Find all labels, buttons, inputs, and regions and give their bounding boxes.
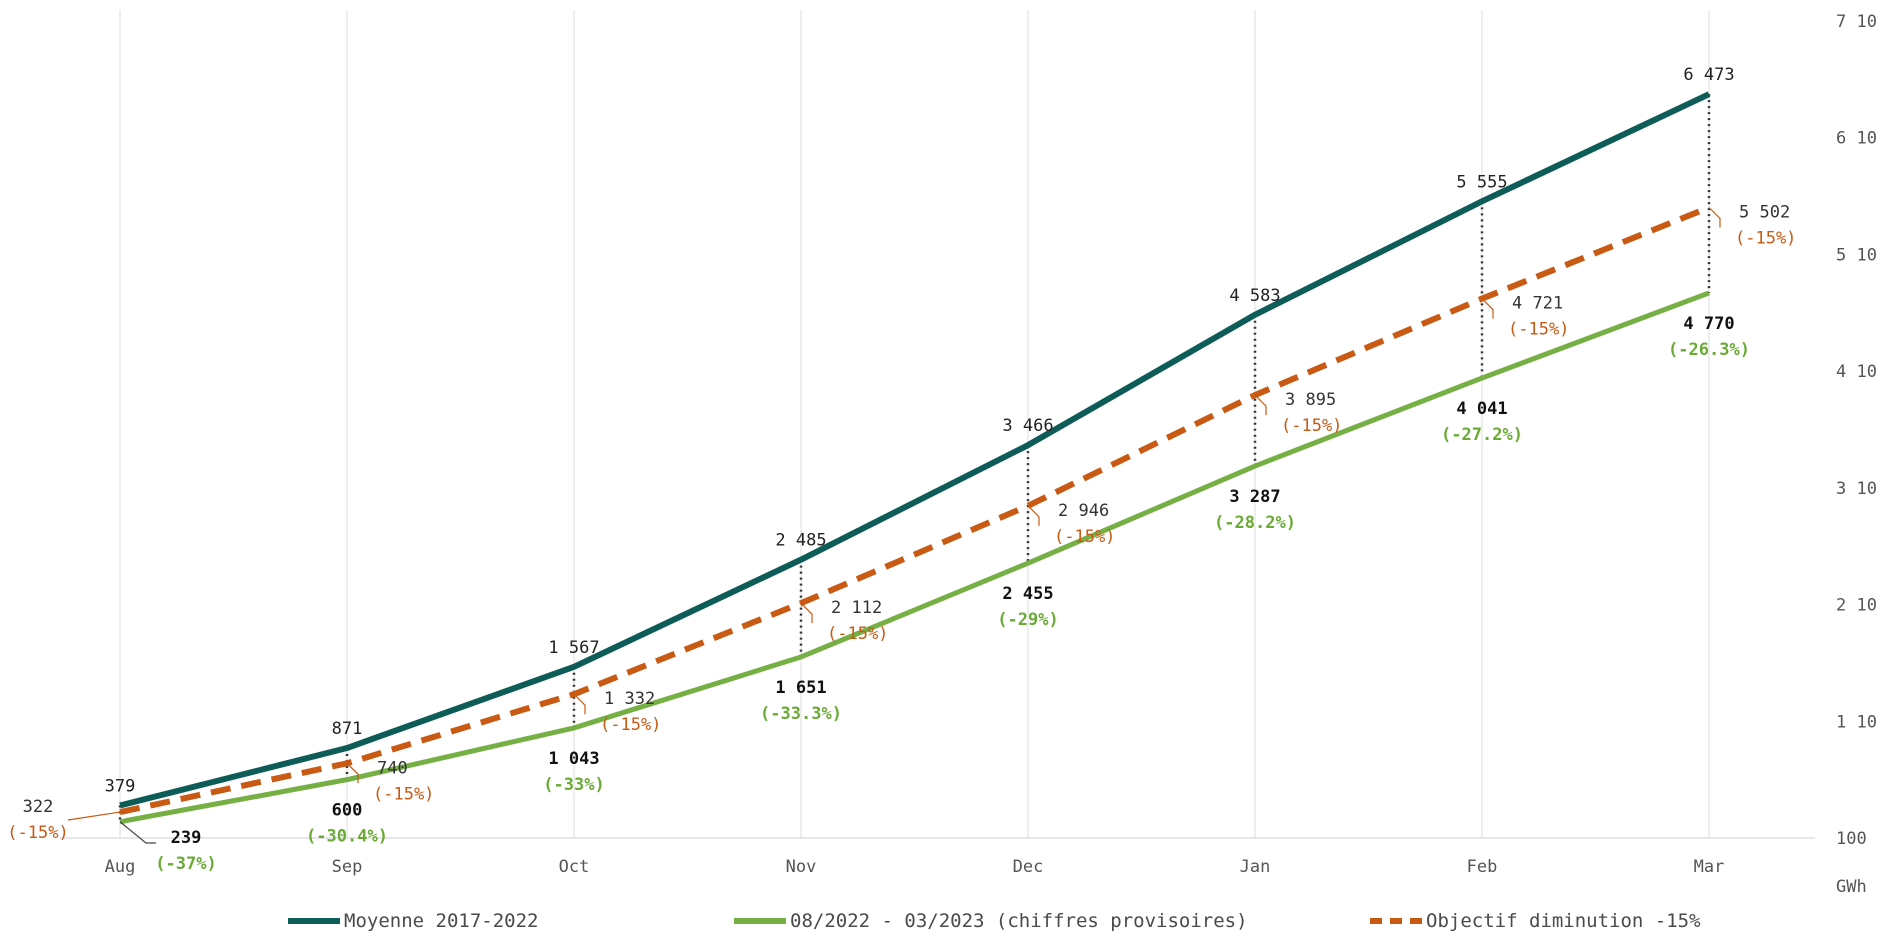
x-tick-mar: Mar [1694,857,1725,877]
series-lines [119,91,1711,825]
provisoire-value-label: 2 455 [1002,584,1053,604]
legend-item-provisoire: 08/2022 - 03/2023 (chiffres provisoires) [734,910,1248,932]
series-line-objectif [119,204,1711,816]
objectif-value-label: 1 332 [604,689,655,709]
provisoire-pct-label: (-33.3%) [760,704,842,724]
objectif-leader [346,762,359,784]
objectif-value-label: 2 112 [831,598,882,618]
x-tick-aug: Aug [105,857,136,877]
moyenne-value-label: 379 [105,776,136,796]
legend-swatch-provisoire [734,918,786,924]
moyenne-value-label: 5 555 [1456,172,1507,192]
legend-item-objectif: Objectif diminution -15% [1370,910,1701,932]
moyenne-value-label: 3 466 [1002,416,1053,436]
data-labels: 379 871 1 567 2 485 3 466 4 583 5 555 6 473 239 (… [7,65,1796,874]
y-tick-label: 2 100 [1836,596,1878,616]
provisoire-value-label: 3 287 [1229,487,1280,507]
legend: Moyenne 2017-2022 08/2022 - 03/2023 (chi… [0,910,1878,936]
objectif-leader [1254,394,1267,416]
objectif-value-label: 2 946 [1058,501,1109,521]
moyenne-value-label: 1 567 [548,638,599,658]
y-tick-label: 1 100 [1836,712,1878,732]
provisoire-pct-label: (-27.2%) [1441,425,1523,445]
objectif-leader [1027,505,1040,526]
provisoire-leader-aug [119,821,156,844]
objectif-pct-label: (-15%) [600,715,661,735]
legend-label-provisoire: 08/2022 - 03/2023 (chiffres provisoires) [790,910,1248,932]
objectif-pct-label: (-15%) [373,784,434,804]
provisoire-value-label: 1 651 [775,678,826,698]
provisoire-value-label: 1 043 [548,749,599,769]
y-axis-unit: GWh [1836,877,1867,897]
legend-swatch-objectif [1370,918,1422,924]
moyenne-value-label: 871 [332,719,363,739]
moyenne-value-label: 2 485 [775,531,826,551]
y-tick-label: 5 100 [1836,245,1878,265]
objectif-pct-label: (-15%) [1735,229,1796,249]
objectif-value-label: 3 895 [1285,390,1336,410]
provisoire-value-label: 239 [171,828,202,848]
x-tick-nov: Nov [786,857,817,877]
x-axis-ticks: Aug Sep Oct Nov Dec Jan Feb Mar [105,857,1725,877]
provisoire-pct-label: (-33%) [543,775,604,795]
y-tick-label: 4 100 [1836,362,1878,382]
provisoire-pct-label: (-29%) [997,610,1058,630]
provisoire-pct-label: (-37%) [155,854,216,874]
legend-item-moyenne: Moyenne 2017-2022 [288,910,538,932]
legend-label-moyenne: Moyenne 2017-2022 [344,910,539,932]
x-tick-jan: Jan [1240,857,1271,877]
y-axis-ticks: 100 1 100 2 100 3 100 4 100 5 100 6 100 7 100 [1836,12,1878,849]
objectif-leader-aug [67,811,121,821]
series-line-moyenne [119,91,1711,809]
grid-lines [60,10,1815,839]
legend-swatch-moyenne [288,918,340,924]
drop-connectors [118,94,1711,822]
chart: 100 1 100 2 100 3 100 4 100 5 100 6 100 7 100 G… [7,10,1878,897]
objectif-leader [1481,298,1494,319]
objectif-value-label: 740 [377,758,408,778]
x-tick-oct: Oct [559,857,590,877]
objectif-value-label: 322 [23,797,54,817]
provisoire-pct-label: (-26.3%) [1668,340,1750,360]
moyenne-value-label: 6 473 [1683,65,1734,85]
series-line-provisoire [119,290,1710,825]
y-tick-label: 7 100 [1836,12,1878,32]
objectif-pct-label: (-15%) [827,624,888,644]
y-tick-label: 6 100 [1836,129,1878,149]
provisoire-pct-label: (-30.4%) [306,827,388,847]
objectif-value-label: 5 502 [1739,203,1790,223]
objectif-leader [573,693,586,715]
objectif-pct-label: (-15%) [1054,527,1115,547]
provisoire-value-label: 4 041 [1456,399,1507,419]
provisoire-pct-label: (-28.2%) [1214,513,1296,533]
objectif-leader [800,602,813,624]
x-tick-dec: Dec [1013,857,1044,877]
moyenne-value-label: 4 583 [1229,286,1280,306]
objectif-pct-label: (-15%) [7,823,68,843]
legend-label-objectif: Objectif diminution -15% [1426,910,1701,932]
objectif-value-label: 4 721 [1512,294,1563,314]
x-tick-feb: Feb [1467,857,1498,877]
objectif-pct-label: (-15%) [1508,320,1569,340]
provisoire-value-label: 4 770 [1683,314,1734,334]
objectif-leader [1708,207,1721,228]
objectif-pct-label: (-15%) [1281,416,1342,436]
y-tick-label: 100 [1836,829,1867,849]
x-tick-sep: Sep [332,857,363,877]
y-tick-label: 3 100 [1836,479,1878,499]
provisoire-value-label: 600 [332,801,363,821]
